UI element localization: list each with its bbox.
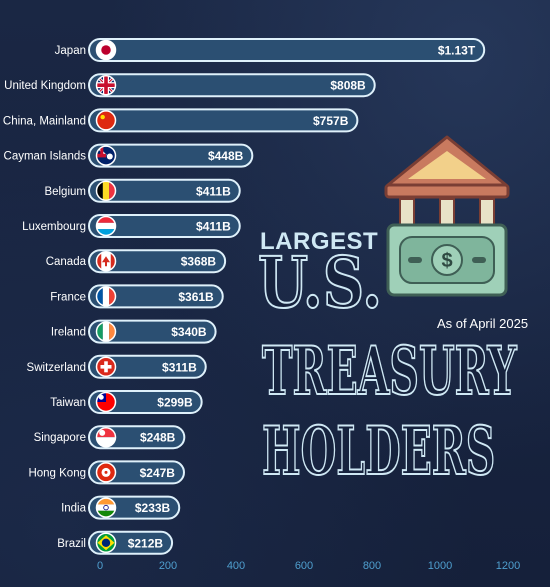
category-label: Belgium <box>44 186 86 198</box>
x-tick-label: 1200 <box>496 560 520 572</box>
flag-india-icon <box>96 498 116 518</box>
bar-row: Switzerland $311B <box>27 354 207 379</box>
bar-row: Hong Kong $247B <box>28 460 185 485</box>
bar <box>88 108 359 133</box>
bar-row: Belgium $411B <box>44 178 241 203</box>
bar <box>88 214 241 238</box>
category-label: China, Mainland <box>3 115 86 127</box>
data-label: $340B <box>171 325 207 339</box>
x-tick-label: 200 <box>159 560 177 572</box>
category-label: Singapore <box>34 432 86 444</box>
bar-row: Ireland $340B <box>51 319 217 344</box>
category-label: France <box>50 291 86 303</box>
x-tick-label: 400 <box>227 560 245 572</box>
category-label: Brazil <box>57 538 86 550</box>
data-label: $411B <box>196 184 231 198</box>
category-label: Cayman Islands <box>4 151 87 163</box>
bar-row: Japan $1.13T <box>55 38 486 62</box>
category-label: Ireland <box>51 327 86 339</box>
bar-row: Cayman Islands $448B <box>4 143 254 168</box>
bar <box>88 354 207 379</box>
flag-brazil-icon <box>96 533 116 553</box>
bank-icon: $ <box>384 135 510 297</box>
x-tick-label: 1000 <box>428 560 452 572</box>
category-label: Canada <box>46 256 87 268</box>
flag-switzerland-icon <box>96 357 116 377</box>
bar-row: Canada $368B <box>46 249 227 274</box>
data-label: $1.13T <box>438 44 476 58</box>
flag-japan-icon <box>96 40 116 60</box>
flag-luxembourg-icon <box>96 216 116 236</box>
svg-text:$: $ <box>441 250 452 272</box>
title-us: U.S. <box>257 241 383 324</box>
x-tick-label: 600 <box>295 560 313 572</box>
bar <box>88 249 227 274</box>
bar <box>88 390 203 414</box>
x-tick-label: 0 <box>97 560 103 572</box>
data-label: $808B <box>330 79 366 93</box>
title-treasury: TREASURY <box>261 332 517 410</box>
bar-row: Brazil $212B <box>57 530 174 555</box>
flag-hong-kong-icon <box>96 462 116 482</box>
category-label: India <box>61 503 87 515</box>
bar <box>88 143 254 168</box>
x-axis: 0 200 400 600 800 1000 1200 <box>97 560 520 572</box>
data-label: $299B <box>157 396 193 410</box>
category-label: United Kingdom <box>4 80 86 92</box>
category-label: Luxembourg <box>22 221 86 233</box>
bar <box>88 73 376 98</box>
data-label: $233B <box>135 501 171 515</box>
flag-singapore-icon <box>96 427 116 447</box>
data-label: $448B <box>208 149 244 163</box>
bar-row: China, Mainland $757B <box>3 108 359 133</box>
category-label: Japan <box>55 45 86 57</box>
bar-row: Singapore $248B <box>34 425 186 450</box>
flag-cayman-islands-icon <box>96 146 116 166</box>
data-label: $247B <box>140 466 176 480</box>
flag-belgium-icon <box>96 181 116 201</box>
flag-canada-icon <box>96 251 116 271</box>
bar <box>88 284 224 309</box>
data-label: $311B <box>162 360 197 374</box>
data-label: $248B <box>140 431 176 445</box>
bar <box>88 178 241 203</box>
bar-row: France $361B <box>50 284 224 309</box>
bar-row: Taiwan $299B <box>50 390 203 414</box>
data-label: $368B <box>181 255 217 269</box>
subtitle-date: As of April 2025 <box>437 316 529 331</box>
title-largest: LARGEST <box>260 228 379 255</box>
x-tick-label: 800 <box>363 560 381 572</box>
category-label: Switzerland <box>27 362 86 374</box>
data-label: $757B <box>313 114 349 128</box>
category-label: Taiwan <box>50 397 86 409</box>
flag-taiwan-icon <box>96 392 116 412</box>
flag-ireland-icon <box>96 322 116 342</box>
title-holders: HOLDERS <box>261 412 496 490</box>
data-label: $361B <box>178 290 214 304</box>
bar <box>88 38 486 62</box>
category-label: Hong Kong <box>28 467 86 479</box>
data-label: $212B <box>128 536 164 550</box>
bar-row: India $233B <box>61 495 181 520</box>
bar-row: United Kingdom $808B <box>4 73 376 98</box>
bar <box>88 319 217 344</box>
flag-china-icon <box>96 110 116 130</box>
data-label: $411B <box>196 220 231 234</box>
bar-row: Luxembourg $411B <box>22 214 241 238</box>
flag-france-icon <box>96 286 116 306</box>
